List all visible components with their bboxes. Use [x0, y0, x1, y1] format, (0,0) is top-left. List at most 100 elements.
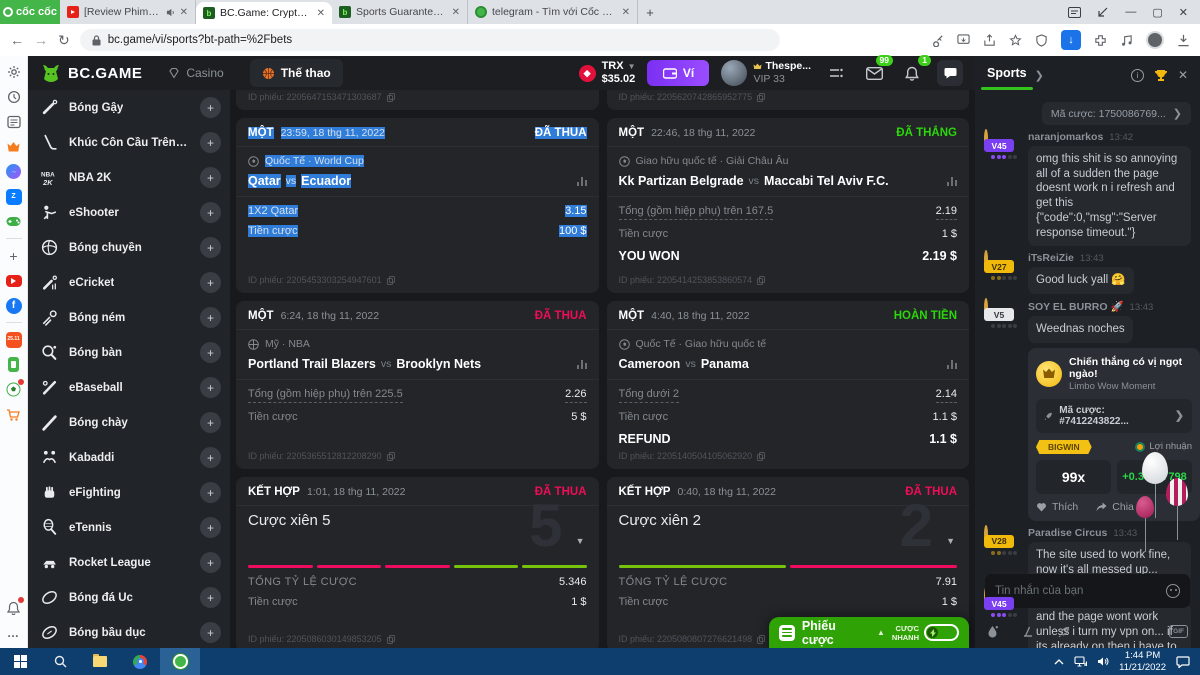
reader-mode-icon[interactable]: [1068, 6, 1082, 18]
coccoc-brand[interactable]: cốc cốc: [0, 0, 60, 24]
zalo-icon[interactable]: Z: [5, 188, 22, 205]
win-bet-code[interactable]: Mã cược: #7412243822... ❯: [1036, 398, 1192, 433]
games-icon[interactable]: [5, 213, 22, 230]
add-favorite-button[interactable]: +: [200, 97, 221, 118]
chat-username[interactable]: naranjomarkos: [1028, 131, 1104, 143]
tab-close-icon[interactable]: ✕: [179, 6, 188, 18]
combo-summary[interactable]: Cược xiên 5 5 ▼: [236, 496, 599, 568]
sidebar-item-ice-hockey[interactable]: Khúc Côn Cầu Trên Băng+: [28, 125, 230, 160]
tab-telegram[interactable]: telegram - Tìm với Cốc Cốc ✕: [468, 0, 638, 24]
tab-close-icon[interactable]: ✕: [621, 6, 630, 18]
profile-avatar[interactable]: [1146, 31, 1164, 49]
mail-icon[interactable]: 99: [861, 55, 893, 86]
avatar[interactable]: [984, 524, 988, 543]
battery-saver-icon[interactable]: [5, 356, 22, 373]
add-favorite-button[interactable]: +: [200, 132, 221, 153]
bet-card-qatar-ecuador[interactable]: MỘT 23:59, 18 thg 11, 2022 ĐÃ THUA Quốc Tế…: [236, 118, 599, 293]
add-favorite-button[interactable]: +: [200, 307, 221, 328]
copy-icon[interactable]: [757, 451, 766, 461]
window-minimize-button[interactable]: —: [1125, 6, 1137, 18]
market-label[interactable]: Tổng (gồm hiệp phụ) trên 167.5: [618, 205, 774, 220]
stats-icon[interactable]: [947, 176, 957, 186]
quick-bet-toggle[interactable]: CƯỢC NHANH: [892, 624, 959, 642]
gif-picker-icon[interactable]: GIF: [1169, 625, 1188, 638]
tab-close-icon[interactable]: ✕: [316, 7, 325, 19]
crown-rewards-icon[interactable]: [5, 138, 22, 155]
notifications-bell-icon[interactable]: [5, 597, 24, 616]
chat-username[interactable]: iTsReiZie: [1028, 252, 1074, 265]
currency-selector[interactable]: ◆ TRX ▼ $35.02: [578, 60, 635, 85]
add-favorite-button[interactable]: +: [200, 342, 221, 363]
rocket-shortcut-icon[interactable]: [1058, 626, 1070, 638]
market-label[interactable]: Tổng (gồm hiệp phụ) trên 225.5: [248, 388, 403, 403]
nav-sports[interactable]: Thế thao: [249, 59, 343, 87]
volume-icon[interactable]: [1097, 656, 1109, 667]
bet-card-partial[interactable]: ID phiếu: 2205647153471303687: [236, 90, 599, 110]
tab-sports-guarantee[interactable]: b Sports Guarantee 100% cash ✕: [332, 0, 468, 24]
bet-card-portland-brooklyn[interactable]: MỘT 6:24, 18 thg 11, 2022 ĐÃ THUA Mỹ · NBA…: [236, 301, 599, 469]
wallet-button[interactable]: Ví: [647, 60, 710, 86]
share-icon[interactable]: [983, 33, 996, 47]
bet-card-partizan-maccabi[interactable]: MỘT 22:46, 18 thg 11, 2022 ĐÃ THẮNG Giao h…: [606, 118, 969, 293]
like-button[interactable]: Thích: [1036, 501, 1078, 513]
sidebar-item-eshooter[interactable]: eShooter +: [28, 195, 230, 230]
stats-icon[interactable]: [576, 176, 587, 186]
window-maximize-button[interactable]: ▢: [1152, 6, 1163, 19]
user-profile[interactable]: Thespe... VIP 33: [721, 60, 811, 86]
back-button[interactable]: ←: [10, 32, 24, 48]
music-widget-icon[interactable]: [1120, 34, 1133, 47]
tray-expand-icon[interactable]: [1054, 658, 1064, 665]
downloads-tray-icon[interactable]: [1177, 34, 1190, 47]
youtube-shortcut-icon[interactable]: [5, 272, 22, 289]
url-bar[interactable]: bc.game/vi/sports?bt-path=%2Fbets: [79, 29, 780, 51]
copy-icon[interactable]: [386, 634, 395, 644]
sidebar-item-bong-gay[interactable]: Bóng Gậy +: [28, 90, 230, 125]
info-icon[interactable]: i: [1130, 68, 1144, 82]
coccoc-taskbar-icon[interactable]: [160, 648, 200, 675]
stats-icon[interactable]: [947, 359, 957, 369]
bcgame-logo[interactable]: BC.GAME: [40, 63, 142, 83]
add-favorite-button[interactable]: +: [200, 552, 221, 573]
chat-username[interactable]: Paradise Circus: [1028, 526, 1108, 539]
taskbar-clock[interactable]: 1:44 PM 11/21/2022: [1119, 650, 1166, 674]
add-favorite-button[interactable]: +: [200, 517, 221, 538]
emoji-icon[interactable]: [1166, 584, 1180, 598]
rain-feature-icon[interactable]: [987, 625, 998, 638]
sidebar-item-aussie-rules[interactable]: Bóng đá Úc +: [28, 580, 230, 615]
add-favorite-button[interactable]: +: [200, 237, 221, 258]
avatar[interactable]: [984, 298, 988, 317]
facebook-shortcut-icon[interactable]: f: [5, 297, 22, 314]
tab-youtube[interactable]: [Review Phim] Ký Sinh Tr... ✕: [60, 0, 196, 24]
add-favorite-button[interactable]: +: [200, 587, 221, 608]
sale-2511-icon[interactable]: 25.11: [5, 331, 22, 348]
sidebar-item-ecricket[interactable]: eCricket +: [28, 265, 230, 300]
send-to-device-icon[interactable]: [1097, 7, 1109, 18]
password-key-icon[interactable]: [931, 34, 944, 47]
copy-icon[interactable]: [386, 275, 395, 285]
settings-gear-icon[interactable]: [5, 63, 22, 80]
copy-icon[interactable]: [386, 92, 395, 102]
start-button[interactable]: [0, 648, 40, 675]
network-icon[interactable]: [1074, 656, 1088, 667]
chrome-icon[interactable]: [120, 648, 160, 675]
bet-card-cameroon-panama[interactable]: MỘT 4:40, 18 thg 11, 2022 HOÀN TIỀN Quốc T…: [606, 301, 969, 469]
avatar[interactable]: [984, 250, 988, 269]
newsfeed-icon[interactable]: [5, 113, 22, 130]
action-center-icon[interactable]: [1176, 655, 1190, 668]
copy-icon[interactable]: [757, 634, 766, 644]
menu-lines-icon[interactable]: [823, 60, 849, 86]
sidebar-item-nba2k[interactable]: NBA 2K NBA 2K +: [28, 160, 230, 195]
chat-tab-sports[interactable]: Sports: [981, 66, 1033, 90]
shopping-cart-icon[interactable]: [5, 406, 22, 423]
extensions-icon[interactable]: [1094, 34, 1107, 47]
sidebar-item-efighting[interactable]: eFighting +: [28, 475, 230, 510]
add-favorite-button[interactable]: +: [200, 272, 221, 293]
add-shortcut-icon[interactable]: +: [9, 247, 18, 264]
add-favorite-button[interactable]: +: [200, 377, 221, 398]
combo-summary[interactable]: Cược xiên 2 2 ▼: [607, 496, 970, 568]
trophy-icon[interactable]: [1154, 69, 1168, 82]
install-app-icon[interactable]: [957, 33, 970, 47]
pinned-bet-message[interactable]: Mã cược: 1750086769... ❯: [984, 102, 1191, 125]
bet-slip-button[interactable]: Phiếu cược ▲ CƯỢC NHANH: [769, 617, 969, 648]
add-favorite-button[interactable]: +: [200, 482, 221, 503]
